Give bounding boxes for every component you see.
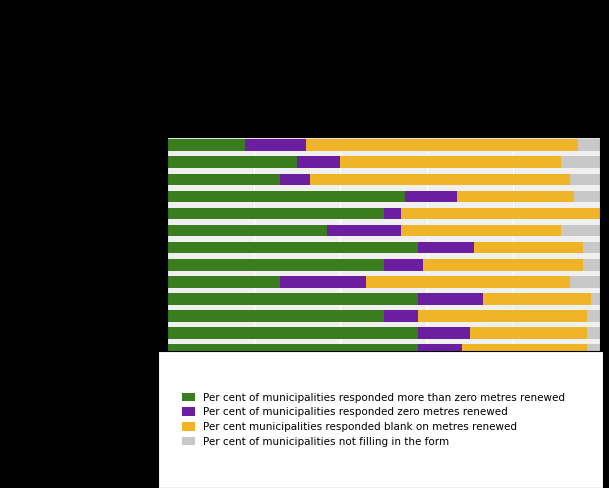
Bar	[579, 140, 600, 151]
Bar	[375, 447, 410, 458]
Bar	[435, 464, 587, 475]
Bar	[167, 276, 280, 287]
Bar	[167, 327, 418, 339]
Bar	[423, 259, 583, 270]
Bar	[167, 430, 367, 441]
Bar	[418, 345, 462, 356]
Bar	[401, 208, 609, 219]
Bar	[384, 310, 418, 322]
Bar	[280, 174, 310, 185]
Bar	[384, 208, 401, 219]
Bar	[167, 447, 375, 458]
Bar	[384, 259, 423, 270]
Bar	[167, 396, 384, 407]
Bar	[167, 157, 297, 168]
Bar	[167, 345, 418, 356]
Bar	[418, 242, 474, 253]
Bar	[401, 225, 561, 236]
Bar	[167, 464, 392, 475]
Bar	[418, 310, 587, 322]
Bar	[587, 345, 600, 356]
Bar	[587, 327, 600, 339]
Bar	[410, 430, 574, 441]
Bar	[574, 191, 600, 202]
Bar	[167, 362, 600, 373]
Bar	[167, 379, 435, 390]
Bar	[418, 327, 470, 339]
Bar	[483, 293, 591, 305]
Bar	[569, 174, 600, 185]
Bar	[167, 413, 600, 424]
Bar	[435, 379, 587, 390]
Bar	[569, 276, 600, 287]
Bar	[167, 208, 384, 219]
Bar	[167, 174, 280, 185]
Bar	[410, 447, 579, 458]
Bar	[583, 259, 600, 270]
Bar	[310, 174, 569, 185]
Bar	[587, 464, 600, 475]
Bar	[167, 225, 328, 236]
Bar	[367, 276, 569, 287]
Bar	[392, 464, 435, 475]
Bar	[587, 396, 600, 407]
Bar	[561, 157, 600, 168]
Bar	[167, 293, 418, 305]
Bar	[418, 293, 483, 305]
Bar	[245, 140, 306, 151]
Bar	[591, 293, 600, 305]
Bar	[474, 242, 583, 253]
Bar	[167, 140, 245, 151]
Bar	[384, 396, 587, 407]
Bar	[328, 225, 401, 236]
Bar	[167, 242, 418, 253]
Bar	[280, 276, 367, 287]
Bar	[297, 157, 340, 168]
Bar	[306, 140, 579, 151]
Bar	[167, 310, 384, 322]
Bar	[367, 430, 410, 441]
Bar	[587, 379, 600, 390]
Bar	[579, 447, 600, 458]
Bar	[167, 259, 384, 270]
Bar	[167, 191, 406, 202]
Legend: Per cent of municipalities responded more than zero metres renewed, Per cent of : Per cent of municipalities responded mor…	[177, 387, 570, 452]
Bar	[583, 242, 600, 253]
Bar	[470, 327, 587, 339]
Bar	[561, 225, 600, 236]
Bar	[574, 430, 600, 441]
Bar	[587, 310, 600, 322]
Bar	[340, 157, 561, 168]
Bar	[406, 191, 457, 202]
Bar	[462, 345, 587, 356]
Bar	[457, 191, 574, 202]
